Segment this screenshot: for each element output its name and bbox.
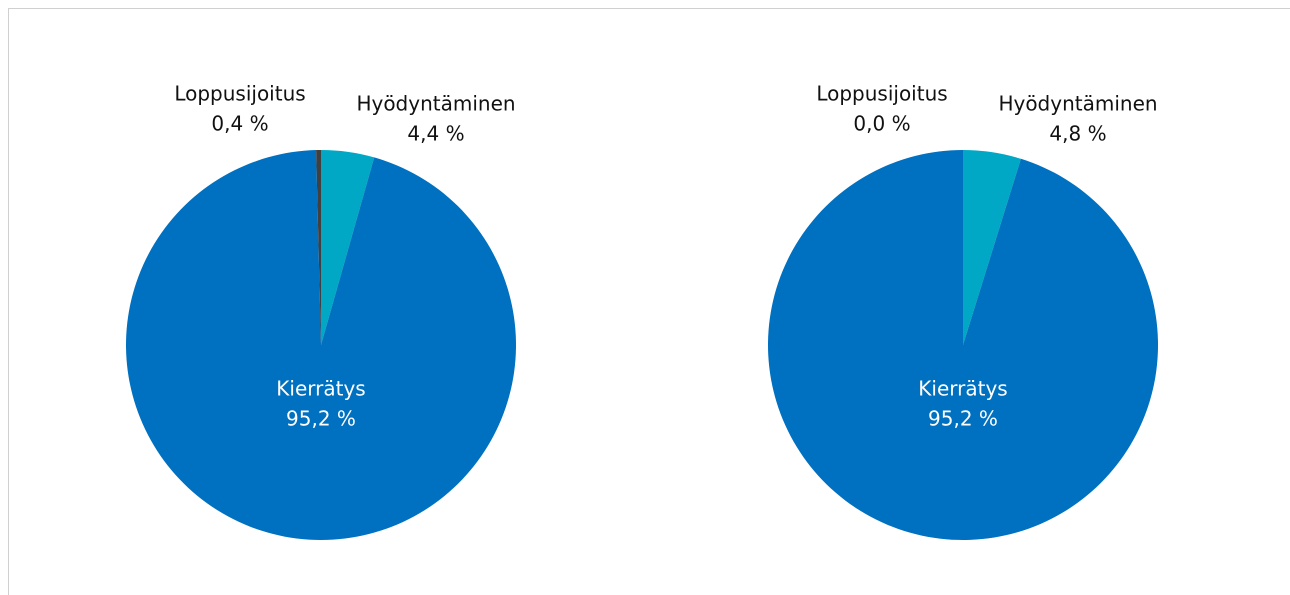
slice-label: Kierrätys (276, 377, 365, 401)
slice-value-label: 95,2 % (928, 407, 998, 431)
slice-label: Loppusijoitus (816, 82, 947, 106)
pie-slice (316, 150, 321, 345)
slice-value-label: 0,0 % (853, 112, 910, 136)
pie-slice (321, 150, 375, 345)
slice-label: Hyödyntäminen (998, 92, 1157, 116)
pie-slice (126, 150, 516, 540)
slice-label: Hyödyntäminen (356, 92, 515, 116)
slice-value-label: 95,2 % (286, 407, 356, 431)
slice-label: Loppusijoitus (174, 82, 305, 106)
slice-value-label: 4,4 % (407, 122, 464, 146)
slice-value-label: 0,4 % (211, 112, 268, 136)
frame (8, 8, 1290, 595)
slice-value-label: 4,8 % (1049, 122, 1106, 146)
pie-slice (963, 150, 1021, 345)
slice-label: Kierrätys (918, 377, 1007, 401)
pie-slice (768, 149, 1158, 540)
